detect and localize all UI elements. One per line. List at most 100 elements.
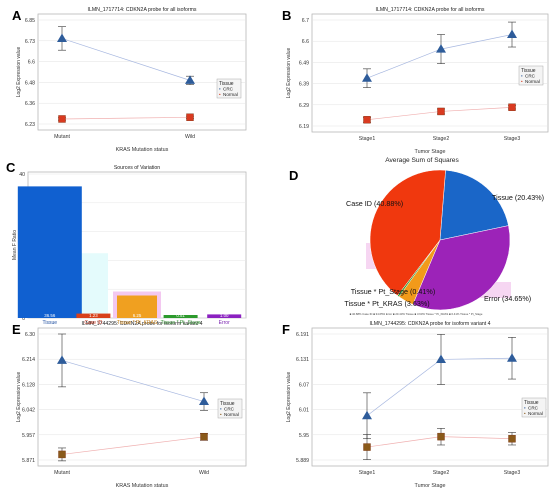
x-tick-label: Mutant [54, 470, 70, 476]
series-line [61, 116, 191, 120]
y-tick-label: 6.7 [302, 18, 309, 24]
data-point [437, 432, 445, 441]
data-point [363, 116, 371, 124]
x-tick-label: Mutant [54, 134, 70, 140]
legend-marker: • [521, 79, 523, 84]
bar-value-label: 36.56 [44, 313, 56, 318]
legend-strip: ■ 40.88% Case ID ■ 34.65% Error ■ 20.43%… [350, 312, 483, 316]
panel-B: B ILMN_1717714: CDKN2A probe for all isof… [282, 7, 549, 155]
legend-entry: CRC [525, 74, 536, 79]
legend-marker: • [524, 411, 526, 416]
x-tick-label: Stage2 [433, 136, 450, 142]
y-tick-label: 6.19 [299, 124, 309, 130]
bar-value-label: 6.25 [133, 313, 142, 318]
data-point [57, 33, 67, 42]
series-crc [57, 26, 195, 85]
x-axis-label: KRAS Mutation status [116, 147, 169, 153]
legend-box [518, 65, 544, 86]
series-normal [58, 113, 194, 123]
legend-entry: CRC [224, 407, 235, 412]
y-tick-label: 5.889 [296, 458, 309, 464]
legend-entry: CRC [528, 406, 539, 411]
legend-entry: Normal [223, 92, 238, 97]
x-tick-label: Tissue [43, 320, 58, 326]
x-tick-label: Tissue * Pt_Stage [161, 320, 201, 326]
slice-label: Tissue * Pt_KRAS (3.63%) [344, 299, 429, 308]
x-tick-label: Stage1 [359, 136, 376, 142]
chart-title: Sources of Variation [114, 165, 160, 171]
chart-title: ILMN_1717714: CDKN2A probe for all isofo… [88, 7, 197, 13]
series-crc [362, 334, 517, 440]
y-axis-label: Log2 Expression value [286, 371, 292, 422]
y-tick-label: 6.6 [302, 39, 309, 45]
x-tick-label: Error [219, 320, 230, 326]
legend-marker: • [220, 412, 222, 417]
legend: Tissue• CRC• Normal [216, 78, 242, 99]
data-point [362, 410, 372, 420]
x-tick-label: Case ID [84, 320, 102, 326]
y-tick-label: 5.95 [299, 433, 309, 439]
slice-label: Tissue (20.43%) [492, 193, 544, 202]
y-tick-label: 6.36 [25, 101, 35, 107]
legend-title: Tissue [521, 68, 536, 74]
series-normal [58, 432, 208, 462]
legend-title: Tissue [524, 400, 539, 406]
y-tick-label: 6.6 [28, 60, 35, 66]
y-tick-label: 6.128 [22, 382, 35, 388]
series-line [61, 436, 205, 455]
panel-letter: B [282, 8, 291, 23]
y-tick-label: 6.85 [25, 18, 35, 24]
y-tick-label: 40 [19, 172, 25, 178]
legend-entry: CRC [223, 87, 234, 92]
chart-title: ILMN_1744295: CDKN2A probe for isoform v… [369, 321, 490, 327]
legend-marker: • [220, 407, 222, 412]
y-axis-label: Log2 Expression value [16, 371, 22, 422]
legend-entry: Normal [224, 412, 239, 417]
y-tick-label: 6.39 [299, 82, 309, 88]
pie-slice [412, 225, 511, 311]
panel-letter: F [282, 322, 290, 337]
panel-D: D Average Sum of Squares Tissue (20.43%) Er… [289, 157, 544, 316]
plot-area [37, 13, 247, 131]
chart-title: Average Sum of Squares [385, 157, 459, 164]
panel-letter: A [12, 8, 22, 23]
y-tick-label: 0 [22, 316, 25, 322]
y-tick-label: 6.042 [22, 408, 35, 414]
panel-E: E ILMN_1744295: CDKN2A probe for isoform … [12, 321, 247, 489]
bar [207, 314, 242, 318]
y-tick-label: 6.29 [299, 103, 309, 109]
panel-letter: C [6, 160, 16, 175]
bar [117, 295, 157, 318]
series-crc [57, 333, 209, 411]
y-tick-label: 6.131 [296, 357, 309, 363]
data-point [185, 75, 195, 84]
chart-title: ILMN_1717714: CDKN2A probe for all isofo… [376, 7, 485, 13]
x-tick-label: Stage2 [433, 470, 450, 476]
y-tick-label: 6.01 [299, 408, 309, 414]
panel-F: F ILMN_1744295: CDKN2A probe for isoform … [282, 321, 549, 489]
bar-value-label: 1.00 [220, 313, 229, 318]
y-tick-label: 6.48 [25, 80, 35, 86]
slice-label: Case ID (40.88%) [346, 199, 403, 208]
legend-entry: Normal [528, 411, 543, 416]
data-point [508, 103, 516, 111]
data-point [200, 433, 208, 441]
series-line [61, 360, 205, 402]
bar [163, 315, 198, 318]
bar [17, 186, 82, 318]
data-point [507, 353, 517, 362]
y-tick-label: 6.191 [296, 332, 309, 338]
legend-entry: Normal [525, 79, 540, 84]
data-point [362, 73, 372, 82]
x-axis-label: Tumor Stage [415, 483, 446, 489]
data-point [507, 29, 517, 39]
y-tick-label: 6.30 [25, 332, 35, 338]
chart-title: ILMN_1744295: CDKN2A probe for isoform v… [81, 321, 202, 327]
bar-value-label: 1.23 [89, 313, 98, 318]
legend-marker: • [521, 74, 523, 79]
slice-label: Error (34.65%) [484, 294, 531, 303]
y-axis-label: Mean F Ratio [12, 230, 18, 260]
x-tick-label: Stage3 [504, 136, 521, 142]
data-point [363, 443, 371, 451]
